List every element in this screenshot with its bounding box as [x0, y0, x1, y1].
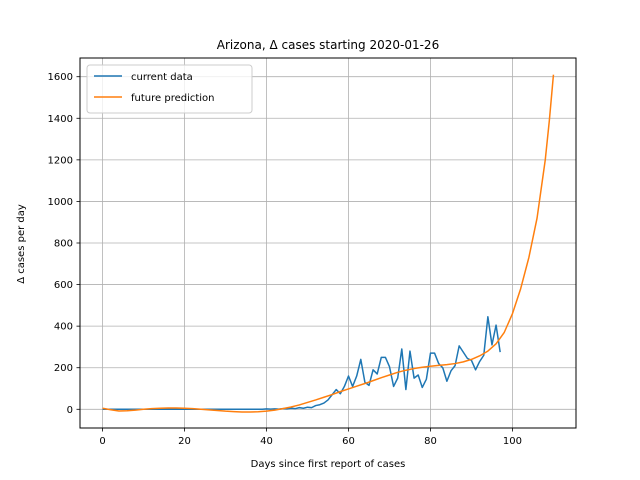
y-tick-label: 800: [54, 239, 73, 250]
x-axis-label: Days since first report of cases: [251, 459, 406, 470]
plot-lines: [102, 74, 555, 413]
ticks: 0 20 40 60 80 1000200400600800100012001400160…: [48, 72, 522, 447]
legend-label: future prediction: [131, 93, 215, 104]
y-tick-label: 400: [54, 322, 73, 333]
y-tick-label: 1000: [48, 197, 73, 208]
y-tick-label: 1200: [48, 155, 73, 166]
legend: current data future prediction: [86, 64, 253, 114]
chart-title: Arizona, Δ cases starting 2020-01-26: [217, 38, 439, 52]
x-tick-label: 0: [99, 436, 105, 447]
legend-box: [86, 64, 253, 114]
x-tick-label: 20: [178, 436, 191, 447]
legend-label: current data: [131, 72, 193, 83]
series-line-current-data: [102, 316, 501, 411]
x-tick-label: 40: [260, 436, 273, 447]
y-tick-label: 1400: [48, 114, 73, 125]
y-axis-label: Δ cases per day: [16, 204, 27, 284]
y-tick-label: 1600: [48, 72, 73, 83]
series-line-future-prediction: [102, 74, 555, 413]
x-tick-label: 100: [503, 436, 522, 447]
x-tick-label: 60: [342, 436, 355, 447]
y-tick-label: 0: [67, 405, 73, 416]
y-tick-label: 600: [54, 280, 73, 291]
x-tick-label: 80: [424, 436, 437, 447]
y-tick-label: 200: [54, 363, 73, 374]
grid: [80, 58, 576, 428]
